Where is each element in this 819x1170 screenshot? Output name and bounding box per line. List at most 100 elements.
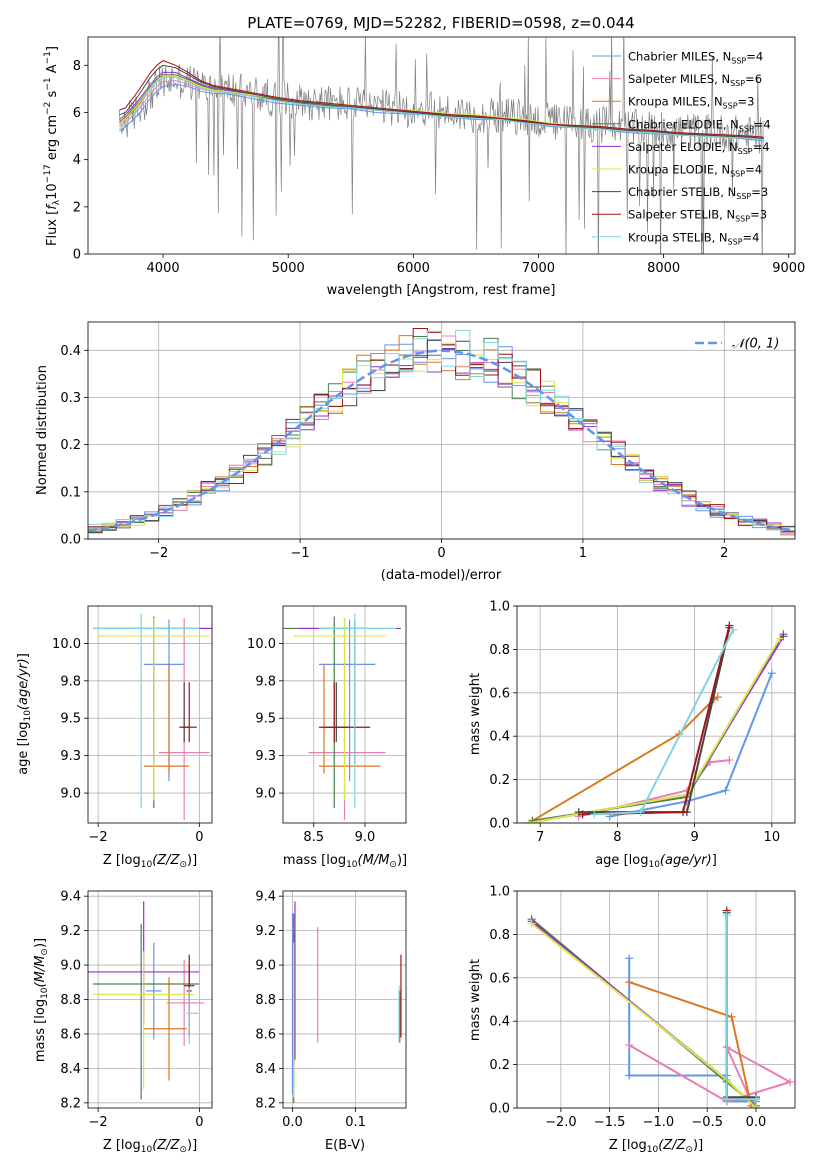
- data-point-marker: [721, 786, 730, 795]
- legend-label: Chabrier STELIB, NSSP=3: [628, 185, 768, 201]
- y-label-part: )]: [33, 938, 48, 948]
- axes-frame: [516, 890, 796, 1109]
- mass-weight-line: [609, 672, 773, 818]
- legend-label: Kroupa ELODIE, NSSP=4: [628, 163, 762, 179]
- error-bar: [318, 619, 376, 782]
- x-tick-label: −1.0: [643, 1115, 675, 1130]
- error-bar: [318, 613, 396, 809]
- legend-label-tail: =4: [745, 163, 762, 177]
- y-tick-label: 1.0: [489, 885, 510, 900]
- plot-area: [93, 613, 212, 821]
- x-tick-label: 5000: [272, 261, 305, 276]
- legend-label: 𝒩(0, 1): [732, 337, 779, 352]
- axes-frame: [282, 605, 407, 824]
- residual-histogram-panel: −2 −1 0 1 2 0.0 0.1 0.2 0.3 0.4 𝒩(0, 1) (data-model…: [35, 321, 796, 583]
- legend-label-tail: =4: [746, 50, 763, 64]
- x-axis-label: Z [log10(Z/Z⊙)]: [609, 1138, 703, 1155]
- legend-label-sub: SSP: [730, 170, 745, 179]
- error-bar: [318, 664, 381, 774]
- x-axis-label: mass [log10(M/M⊙)]: [283, 853, 407, 870]
- legend-label-sub: SSP: [739, 124, 754, 133]
- x-tick-label: 10: [764, 830, 781, 845]
- y-tick-label: 9.0: [60, 959, 81, 974]
- error-bar: [93, 923, 200, 1100]
- data-point-marker: [727, 1012, 736, 1021]
- x-label-part: age [log: [595, 853, 648, 868]
- plot-area: [88, 328, 795, 536]
- x-tick-label: 7000: [522, 261, 555, 276]
- x-label-part: ]: [712, 853, 717, 868]
- y-label-part: age [log: [16, 722, 31, 775]
- x-tick-label: 0: [195, 1115, 203, 1130]
- x-label-part: )]: [187, 853, 197, 868]
- model-spectrum-line: [118, 83, 764, 142]
- error-bar: [186, 987, 200, 1045]
- x-label-part: )]: [397, 853, 407, 868]
- legend-label-main: Kroupa STELIB, N: [628, 230, 728, 244]
- data-point-marker: [775, 634, 784, 643]
- y-label-part: erg cm: [45, 115, 60, 164]
- y-axis-label: mass weight: [468, 959, 483, 1041]
- data-point-marker: [625, 1071, 634, 1080]
- y-tick-label: 8.4: [255, 1062, 276, 1077]
- error-bar: [181, 682, 197, 743]
- x-label-part: 10: [647, 1145, 659, 1155]
- mass-vs-metallicity-panel: −2 08.28.48.68.89.09.29.4Z [log10(Z/Z⊙)]m…: [33, 890, 213, 1155]
- x-tick-label: −2.0: [545, 1115, 577, 1130]
- legend-label-main: Chabrier ELODIE, N: [628, 117, 739, 131]
- data-point-marker: [751, 1104, 760, 1108]
- x-label-part: 10: [141, 1145, 153, 1155]
- y-tick-label: 0.8: [489, 928, 510, 943]
- x-tick-label: −1: [291, 546, 310, 561]
- axes-background: [517, 606, 795, 823]
- y-tick-label: 9.0: [255, 787, 276, 802]
- x-label-part: Z [log: [609, 1138, 647, 1153]
- x-label-part: ⊙: [685, 1145, 693, 1155]
- y-tick-label: 0.8: [489, 643, 510, 658]
- axes-frame: [516, 605, 796, 824]
- y-tick-label: 9.5: [60, 712, 81, 727]
- error-bar: [93, 951, 195, 1090]
- y-tick-label: 0.1: [60, 485, 81, 500]
- axes-frame: [87, 36, 796, 255]
- legend-label: Kroupa MILES, NSSP=3: [628, 95, 754, 111]
- y-tick-label: 9.0: [255, 959, 276, 974]
- axes-frame: [87, 605, 213, 824]
- axes-overlay: 4000 5000 6000 7000 8000 9000 0 2 4 6 8 Chabrier MI…: [43, 36, 805, 298]
- x-tick-label: 8000: [647, 261, 680, 276]
- legend-label: Salpeter MILES, NSSP=6: [628, 72, 762, 88]
- plot-area: [88, 901, 205, 1100]
- data-point-marker: [786, 1077, 795, 1086]
- x-tick-label: 1: [579, 546, 587, 561]
- x-tick-label: −0.5: [691, 1115, 723, 1130]
- legend-label-sub: SSP: [735, 215, 750, 224]
- data-point-marker: [729, 625, 738, 634]
- x-axis-label: (data-model)/error: [381, 568, 502, 583]
- y-tick-label: 9.2: [255, 924, 276, 939]
- legend-label-sub: SSP: [736, 192, 751, 201]
- legend-label-tail: =4: [753, 140, 770, 154]
- x-axis-label: age [log10(age/yr)]: [595, 853, 717, 870]
- y-tick-label: 0.3: [60, 391, 81, 406]
- y-tick-label: 4: [73, 153, 81, 168]
- x-tick-label: 8: [613, 830, 621, 845]
- axes-background: [88, 606, 212, 823]
- legend-label-sub: SSP: [723, 102, 738, 111]
- error-bar: [143, 664, 190, 774]
- x-tick-label: 0: [195, 830, 203, 845]
- y-tick-label: 6: [73, 106, 81, 121]
- y-tick-label: 0.2: [489, 773, 510, 788]
- age-vs-mass-panel: 8.5 9.0 9.0 9.3 9.5 9.8 10.0 mass [log10(M/M⊙)]: [247, 605, 407, 870]
- legend-label-main: Salpeter ELODIE, N: [628, 140, 738, 154]
- x-tick-label: −2: [89, 1115, 108, 1130]
- x-axis-label: wavelength [Angstrom, rest frame]: [327, 283, 556, 298]
- data-point-marker: [527, 919, 536, 928]
- legend-label-tail: =4: [743, 230, 760, 244]
- x-label-part: (Z/Z: [152, 1138, 180, 1153]
- y-tick-label: 0.4: [489, 730, 510, 745]
- y-tick-label: 8.2: [255, 1096, 276, 1111]
- data-point-marker: [767, 669, 776, 678]
- y-label-part: −17: [43, 164, 53, 183]
- y-label-part: −2: [43, 102, 53, 115]
